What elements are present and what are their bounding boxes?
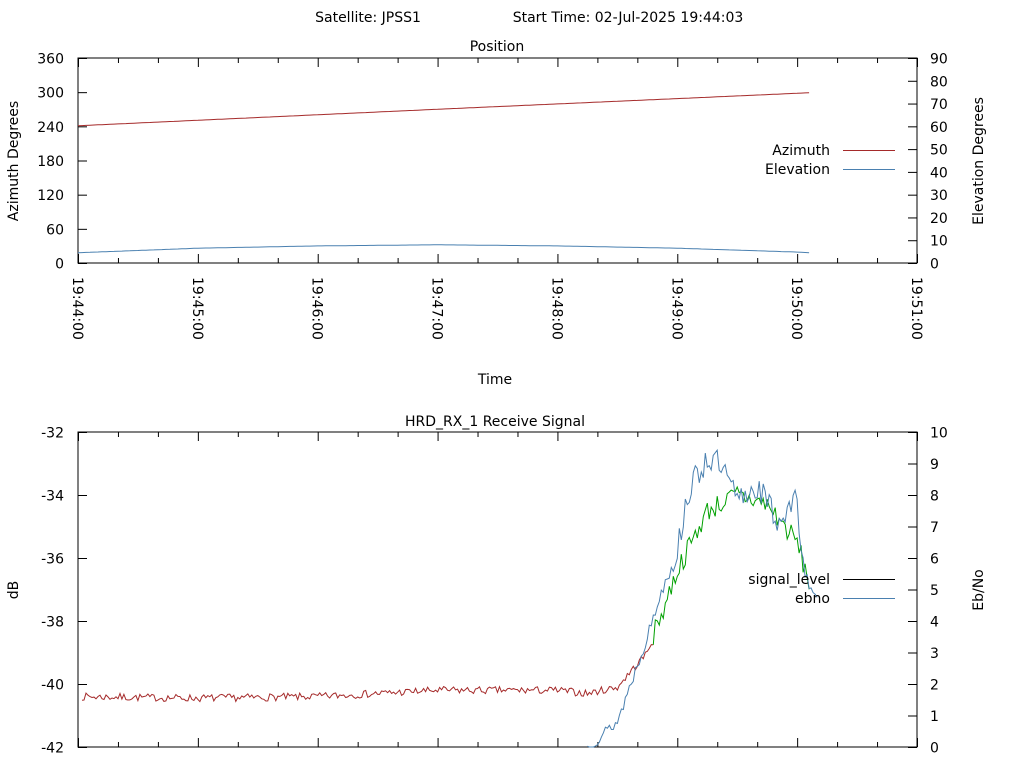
position-y2-tick-label: 30 [930,188,948,204]
position-y2-tick-label: 80 [930,74,948,90]
position-x-tick-label: 19:50:00 [788,277,804,340]
position-x-tick-label: 19:51:00 [908,277,924,340]
signal-series-signal-level-high [652,485,810,645]
position-y-axis-label: Azimuth Degrees [6,101,22,221]
signal-y-tick-label: -34 [41,489,64,505]
position-y2-tick-label: 40 [930,165,948,181]
position-plot-frame [77,57,918,264]
position-x-tick-label: 19:48:00 [548,277,564,340]
position-x-tick-label: 19:44:00 [69,277,85,340]
start-time-label: Start Time: 02-Jul-2025 19:44:03 [513,10,744,26]
position-y-tick-label: 60 [46,222,64,238]
signal-chart: HRD_RX_1 Receive Signal dB Eb/No -32 -34 -… [6,414,987,757]
position-y2-tick-label: 70 [930,97,948,113]
signal-y2-tick-label: 7 [930,520,939,536]
position-legend-label-azimuth: Azimuth [772,143,830,159]
signal-y-axis-label: dB [6,581,22,600]
signal-y2-tick-label: 3 [930,646,939,662]
position-y2-tick-label: 60 [930,120,948,136]
signal-series-ebno [587,448,818,748]
position-y-tick-label: 0 [55,257,64,273]
position-legend-label-elevation: Elevation [765,162,830,178]
position-chart-title: Position [470,39,525,55]
signal-y2-tick-label: 4 [930,615,939,631]
position-x-tick-label: 19:45:00 [189,277,205,340]
signal-y2-tick-label: 5 [930,583,939,599]
signal-y2-tick-label: 1 [930,709,939,725]
position-chart: Position Time Azimuth Degrees Elevation … [6,39,987,388]
signal-y-tick-label: -38 [41,615,64,631]
position-y2-tick-label: 90 [930,52,948,68]
position-y-tick-label: 180 [37,154,64,170]
position-x-tick-label: 19:47:00 [429,277,445,340]
satellite-label: Satellite: JPSS1 [315,10,421,26]
signal-y-tick-label: -32 [41,426,64,442]
position-series-elevation [77,244,810,254]
position-series-azimuth [77,92,810,127]
signal-y2-axis-label: Eb/No [971,569,987,611]
signal-y2-tick-label: 10 [930,426,948,442]
position-x-axis-label: Time [477,372,512,388]
position-y-tick-label: 360 [37,52,64,68]
position-y-tick-label: 240 [37,120,64,136]
position-x-tick-label: 19:46:00 [309,277,325,340]
position-y-tick-label: 300 [37,86,64,102]
signal-chart-title: HRD_RX_1 Receive Signal [405,414,585,430]
position-y2-tick-label: 20 [930,211,948,227]
signal-legend-label-ebno: ebno [795,591,830,607]
position-y-tick-label: 120 [37,188,64,204]
signal-legend-label-signal-level: signal_level [748,572,830,588]
position-y2-tick-label: 10 [930,234,948,250]
signal-y-tick-label: -42 [41,741,64,757]
position-y2-tick-label: 50 [930,143,948,159]
position-x-tick-label: 19:49:00 [668,277,684,340]
position-y2-tick-label: 0 [930,257,939,273]
position-y2-axis-label: Elevation Degrees [971,97,987,225]
signal-y2-tick-label: 2 [930,678,939,694]
signal-y-tick-label: -36 [41,552,64,568]
signal-series-signal-level [81,644,654,703]
signal-plot-frame [77,431,918,748]
signal-y-tick-label: -40 [41,678,64,694]
signal-y2-tick-label: 8 [930,489,939,505]
signal-y2-tick-label: 6 [930,552,939,568]
signal-y2-tick-label: 9 [930,457,939,473]
signal-y2-tick-label: 0 [930,741,939,757]
